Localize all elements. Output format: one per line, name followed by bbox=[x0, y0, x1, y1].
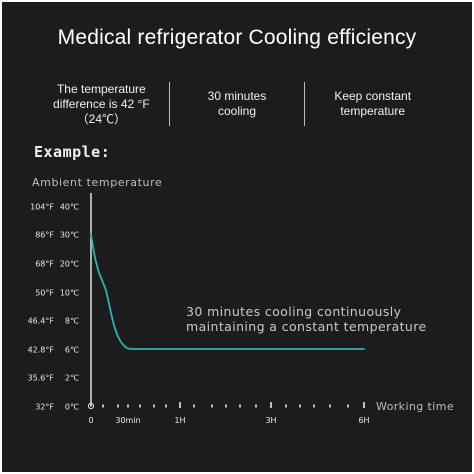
x-minor-tick bbox=[347, 404, 349, 408]
page-title: Medical refrigerator Cooling efficiency bbox=[57, 26, 417, 49]
y-tick-label-f: 35.6°F bbox=[28, 374, 55, 383]
x-tick-label: 6H bbox=[358, 416, 369, 425]
x-minor-tick bbox=[239, 404, 241, 408]
x-minor-tick bbox=[211, 404, 213, 408]
feature-strip: The temperature difference is 42 °F（24℃）… bbox=[34, 80, 440, 128]
y-axis-title: Ambient temperature bbox=[32, 176, 162, 189]
x-minor-tick bbox=[313, 404, 315, 408]
annotation-line: maintaining a constant temperature bbox=[186, 319, 427, 334]
feature-divider bbox=[304, 82, 306, 126]
y-tick-label-c: 10℃ bbox=[60, 289, 79, 298]
x-minor-tick bbox=[329, 404, 331, 408]
feature-line: Keep constant bbox=[334, 89, 412, 103]
x-minor-tick bbox=[139, 404, 141, 408]
x-tick-label: 30min bbox=[115, 416, 140, 425]
origin-marker-dot bbox=[90, 405, 92, 407]
x-minor-tick bbox=[127, 404, 129, 408]
y-tick-label-f: 50°F bbox=[35, 289, 54, 298]
x-minor-tick bbox=[165, 404, 167, 408]
feature-line: temperature bbox=[340, 104, 406, 118]
y-tick-label-c: 8℃ bbox=[65, 317, 79, 326]
feature-cooling-time: 30 minutes cooling bbox=[170, 80, 305, 128]
y-tick-label-f: 32°F bbox=[35, 403, 54, 412]
cooling-curve bbox=[90, 233, 365, 350]
x-minor-tick bbox=[285, 404, 287, 408]
y-tick-label-f: 46.4°F bbox=[28, 317, 55, 326]
y-tick-label-f: 68°F bbox=[35, 260, 54, 269]
origin-marker bbox=[87, 402, 95, 410]
y-tick-label-c: 0℃ bbox=[65, 403, 79, 412]
y-tick-label-c: 20℃ bbox=[60, 260, 79, 269]
feature-line: The temperature bbox=[56, 81, 146, 96]
x-minor-tick bbox=[193, 404, 195, 408]
x-tick-label: 1H bbox=[174, 416, 185, 425]
example-heading: Example: bbox=[34, 143, 111, 161]
x-minor-tick bbox=[255, 404, 257, 408]
y-tick-label-c: 6℃ bbox=[65, 346, 79, 355]
x-minor-tick bbox=[299, 404, 301, 408]
x-major-tick bbox=[270, 402, 272, 408]
x-tick-label: 0 bbox=[88, 416, 93, 425]
y-tick-label-f: 104°F bbox=[30, 203, 54, 212]
feature-constant-temperature: Keep constant temperature bbox=[305, 80, 440, 128]
x-major-tick bbox=[179, 402, 181, 408]
annotation-line: 30 minutes cooling continuously bbox=[186, 304, 402, 319]
x-minor-tick bbox=[117, 404, 119, 408]
y-tick-label-c: 40℃ bbox=[60, 203, 79, 212]
y-tick-label-c: 30℃ bbox=[60, 231, 79, 240]
feature-line: difference is 42 °F（24℃） bbox=[53, 96, 150, 126]
x-major-tick bbox=[363, 402, 365, 408]
x-tick-label: 3H bbox=[265, 416, 276, 425]
y-tick-label-c: 2℃ bbox=[65, 374, 79, 383]
x-minor-tick bbox=[225, 404, 227, 408]
x-minor-tick bbox=[153, 404, 155, 408]
feature-divider bbox=[168, 82, 170, 126]
x-minor-tick bbox=[102, 404, 104, 408]
feature-line: 30 minutes bbox=[207, 89, 267, 103]
feature-line: cooling bbox=[217, 104, 257, 118]
x-axis-title: Working time bbox=[376, 400, 454, 413]
feature-temperature-difference: The temperature difference is 42 °F（24℃） bbox=[34, 80, 169, 128]
y-tick-label-f: 86°F bbox=[35, 231, 54, 240]
y-tick-label-f: 42.8°F bbox=[28, 346, 55, 355]
